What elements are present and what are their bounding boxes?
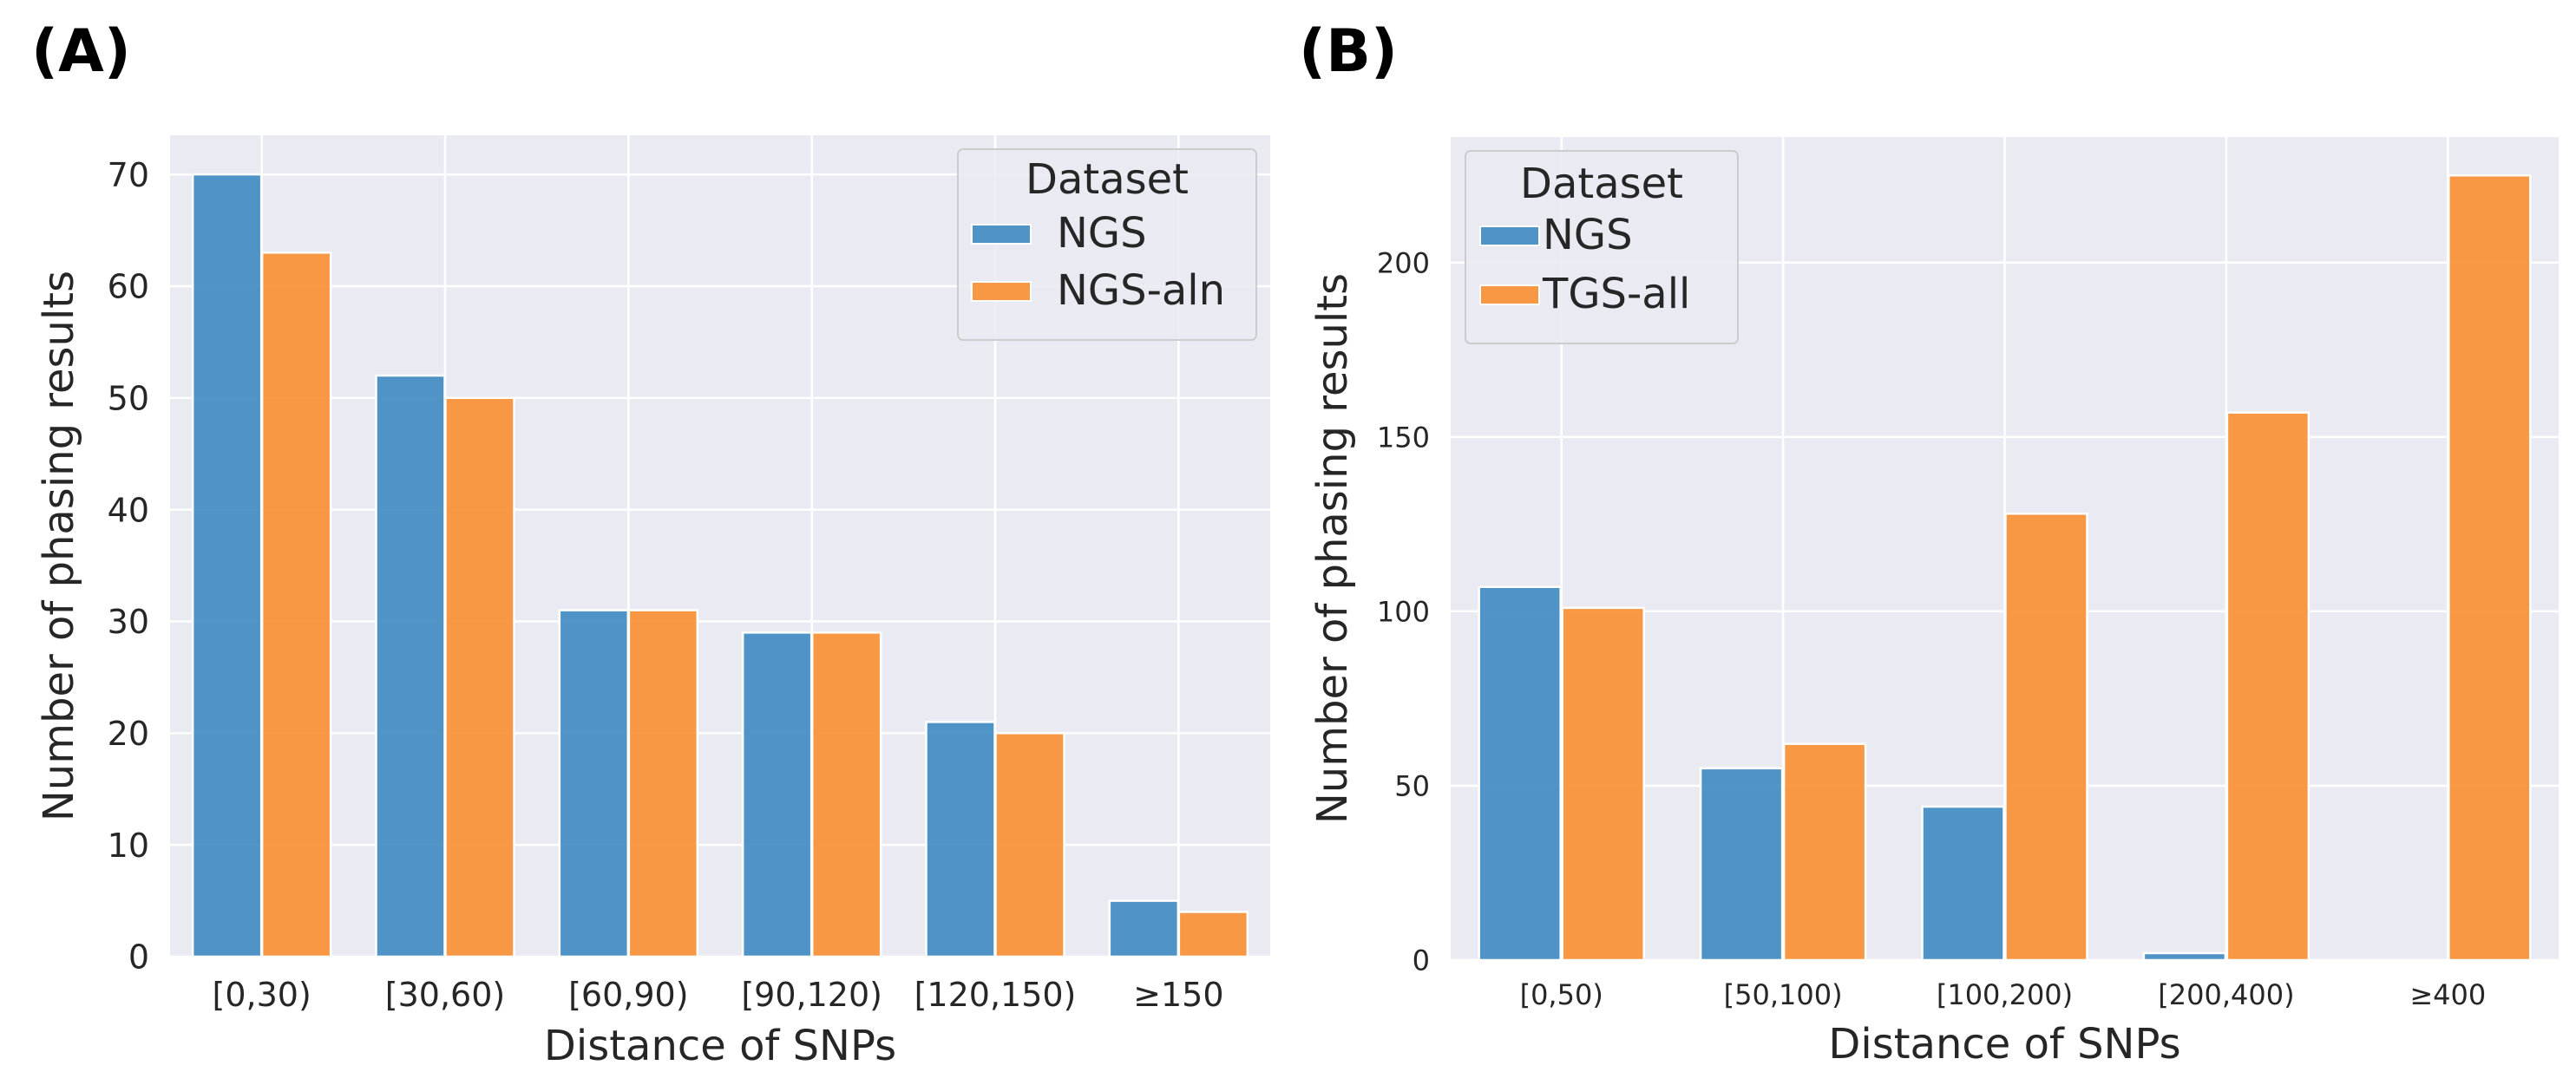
legend-entry-ngs-aln: NGS-aln — [1057, 266, 1225, 315]
panel-label: (A) — [31, 17, 131, 86]
y-tick-label: 20 — [108, 715, 149, 753]
x-tick-label: [50,100) — [1724, 978, 1843, 1011]
x-tick-label: [60,90) — [568, 976, 688, 1014]
x-tick-label: [90,120) — [741, 976, 882, 1014]
x-tick-label: [0,30) — [213, 976, 311, 1014]
bar-ngs-2 — [558, 609, 630, 958]
legend: Dataset NGS NGS-aln — [957, 148, 1257, 341]
y-tick-label: 50 — [108, 379, 149, 417]
bar-ngs-aln-1 — [444, 396, 515, 958]
panel-b: (B) 0 50 100 150 200 [0,50) [50,100) [100,200) [2… — [1299, 17, 2559, 1069]
bar-ngs-aln-4 — [994, 732, 1065, 958]
legend-entry-ngs: NGS — [1057, 209, 1147, 258]
y-tick-label: 30 — [108, 603, 149, 641]
legend-swatch-ngs-aln — [971, 281, 1032, 302]
bar-ngs-4 — [925, 721, 996, 958]
legend-swatch-ngs — [971, 224, 1032, 245]
x-tick-label: ≥400 — [2409, 978, 2486, 1011]
y-axis-label: Number of phasing results — [35, 271, 83, 821]
legend-title: Dataset — [1520, 160, 1683, 208]
legend-swatch-ngs — [1479, 225, 1540, 246]
y-tick-label: 40 — [108, 491, 149, 529]
bar-tgs-all-4 — [2448, 173, 2532, 962]
y-tick-label: 60 — [108, 268, 149, 306]
y-tick-label: 200 — [1377, 246, 1430, 279]
legend-swatch-tgs-all — [1479, 284, 1540, 305]
x-tick-label: ≥150 — [1133, 976, 1223, 1014]
bar-tgs-all-2 — [2004, 513, 2088, 962]
legend-title: Dataset — [1026, 155, 1189, 204]
bar-tgs-all-3 — [2225, 411, 2311, 962]
x-tick-label: [100,200) — [1937, 978, 2073, 1011]
x-axis-label: Distance of SNPs — [544, 1022, 896, 1070]
bar-ngs-aln-3 — [810, 631, 882, 958]
bar-ngs-aln-5 — [1177, 911, 1249, 958]
bar-ngs-0 — [191, 173, 263, 958]
bar-ngs-3 — [2142, 951, 2227, 962]
bar-ngs-1 — [375, 374, 446, 958]
x-tick-label: [200,400) — [2158, 978, 2294, 1011]
bar-tgs-all-0 — [1561, 606, 1645, 962]
bar-ngs-0 — [1478, 585, 1562, 962]
bar-ngs-2 — [1921, 805, 2005, 962]
legend-box — [957, 148, 1257, 341]
y-tick-label: 100 — [1377, 595, 1430, 628]
y-tick-label: 150 — [1377, 421, 1430, 454]
y-axis-label: Number of phasing results — [1308, 273, 1357, 824]
bar-ngs-1 — [1699, 767, 1784, 962]
bar-ngs-5 — [1108, 899, 1180, 958]
x-tick-label: [0,50) — [1520, 978, 1603, 1011]
bar-ngs-aln-2 — [627, 609, 699, 958]
x-axis-label: Distance of SNPs — [1828, 1020, 2180, 1069]
bar-ngs-3 — [741, 631, 813, 958]
y-tick-label: 70 — [108, 156, 149, 194]
panel-a: (A) 0 10 20 30 40 50 60 70 [0,30) [30,60) [60,90) [9… — [31, 17, 1270, 1070]
panel-label: (B) — [1299, 17, 1398, 86]
x-tick-label: [120,150) — [914, 976, 1077, 1014]
x-tick-label: [30,60) — [385, 976, 505, 1014]
bar-ngs-aln-0 — [260, 252, 332, 958]
y-tick-label: 50 — [1394, 769, 1430, 802]
y-tick-label: 0 — [1413, 944, 1430, 977]
legend-entry-ngs: NGS — [1543, 211, 1633, 259]
bar-tgs-all-1 — [1782, 742, 1867, 962]
y-tick-label: 0 — [128, 938, 149, 977]
legend-entry-tgs-all: TGS-all — [1542, 270, 1690, 318]
y-tick-label: 10 — [108, 827, 149, 865]
